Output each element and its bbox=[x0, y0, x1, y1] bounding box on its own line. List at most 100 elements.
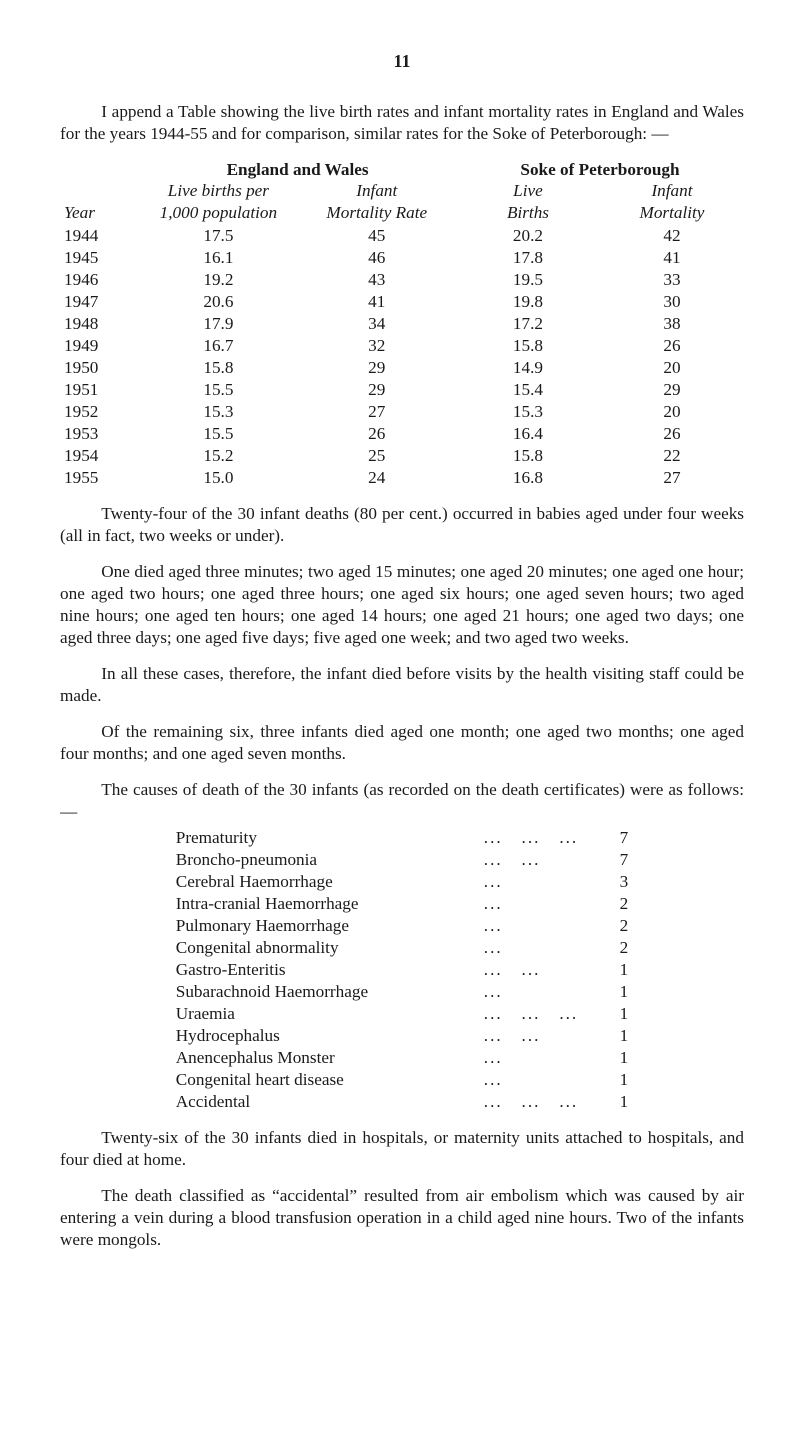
para-twenty-six-hospitals: Twenty-six of the 30 infants died in hos… bbox=[60, 1127, 744, 1171]
para-causes-intro: The causes of death of the 30 infants (a… bbox=[60, 779, 744, 823]
cell-infant-mortality-rate: 46 bbox=[298, 247, 456, 269]
cause-label: Broncho-pneumonia bbox=[172, 849, 480, 871]
cell-soke-live-births: 17.8 bbox=[456, 247, 600, 269]
cause-dots: ... bbox=[480, 893, 582, 915]
para-remaining-six: Of the remaining six, three infants died… bbox=[60, 721, 744, 765]
table-row: 195115.52915.429 bbox=[60, 379, 744, 401]
para-accidental: The death classified as “accidental” res… bbox=[60, 1185, 744, 1251]
causes-row: Congenital abnormality...2 bbox=[172, 937, 632, 959]
cause-dots: ... ... bbox=[480, 1025, 582, 1047]
cell-soke-infant-mortality: 30 bbox=[600, 291, 744, 313]
cause-label: Anencephalus Monster bbox=[172, 1047, 480, 1069]
cause-value: 1 bbox=[582, 1003, 632, 1025]
cause-value: 2 bbox=[582, 915, 632, 937]
page-number: 11 bbox=[60, 50, 744, 73]
cell-year: 1952 bbox=[60, 401, 139, 423]
cause-dots: ... ... ... bbox=[480, 1091, 582, 1113]
causes-row: Uraemia... ... ...1 bbox=[172, 1003, 632, 1025]
cell-year: 1953 bbox=[60, 423, 139, 445]
cell-soke-live-births: 19.5 bbox=[456, 269, 600, 291]
cell-infant-mortality-rate: 26 bbox=[298, 423, 456, 445]
causes-row: Congenital heart disease...1 bbox=[172, 1069, 632, 1091]
cause-label: Uraemia bbox=[172, 1003, 480, 1025]
table-row: 195015.82914.920 bbox=[60, 357, 744, 379]
cell-infant-mortality-rate: 29 bbox=[298, 379, 456, 401]
cell-live-births-per-1000: 15.5 bbox=[139, 423, 297, 445]
cause-dots: ... bbox=[480, 1069, 582, 1091]
cell-soke-infant-mortality: 20 bbox=[600, 401, 744, 423]
cell-infant-mortality-rate: 41 bbox=[298, 291, 456, 313]
head-year: Year bbox=[60, 203, 139, 225]
cell-soke-infant-mortality: 26 bbox=[600, 335, 744, 357]
cell-soke-infant-mortality: 38 bbox=[600, 313, 744, 335]
table-row: 195515.02416.827 bbox=[60, 467, 744, 489]
cause-value: 7 bbox=[582, 849, 632, 871]
head-live: Live bbox=[456, 181, 600, 203]
cause-dots: ... ... ... bbox=[480, 827, 582, 849]
cell-live-births-per-1000: 19.2 bbox=[139, 269, 297, 291]
cell-infant-mortality-rate: 24 bbox=[298, 467, 456, 489]
table-row: 195215.32715.320 bbox=[60, 401, 744, 423]
cause-value: 1 bbox=[582, 1047, 632, 1069]
cell-year: 1954 bbox=[60, 445, 139, 467]
cell-live-births-per-1000: 15.3 bbox=[139, 401, 297, 423]
table-row: 194619.24319.533 bbox=[60, 269, 744, 291]
cause-label: Cerebral Haemorrhage bbox=[172, 871, 480, 893]
cell-live-births-per-1000: 15.5 bbox=[139, 379, 297, 401]
cell-infant-mortality-rate: 29 bbox=[298, 357, 456, 379]
cause-label: Intra-cranial Haemorrhage bbox=[172, 893, 480, 915]
table-sub-header-row-1: Live births per Infant Live Infant bbox=[60, 181, 744, 203]
causes-row: Hydrocephalus... ...1 bbox=[172, 1025, 632, 1047]
cell-soke-live-births: 16.8 bbox=[456, 467, 600, 489]
table-row: 194916.73215.826 bbox=[60, 335, 744, 357]
cell-infant-mortality-rate: 34 bbox=[298, 313, 456, 335]
causes-of-death-table: Prematurity... ... ...7Broncho-pneumonia… bbox=[172, 827, 632, 1113]
cause-label: Congenital abnormality bbox=[172, 937, 480, 959]
cell-soke-live-births: 15.8 bbox=[456, 445, 600, 467]
cell-soke-infant-mortality: 26 bbox=[600, 423, 744, 445]
cause-value: 3 bbox=[582, 871, 632, 893]
cause-dots: ... ... bbox=[480, 959, 582, 981]
cell-live-births-per-1000: 20.6 bbox=[139, 291, 297, 313]
intro-paragraph: I append a Table showing the live birth … bbox=[60, 101, 744, 145]
cell-soke-live-births: 20.2 bbox=[456, 225, 600, 247]
document-page: 11 I append a Table showing the live bir… bbox=[0, 0, 800, 1434]
causes-row: Subarachnoid Haemorrhage...1 bbox=[172, 981, 632, 1003]
cell-infant-mortality-rate: 32 bbox=[298, 335, 456, 357]
cell-soke-live-births: 15.8 bbox=[456, 335, 600, 357]
cell-year: 1947 bbox=[60, 291, 139, 313]
cell-live-births-per-1000: 16.1 bbox=[139, 247, 297, 269]
cause-value: 1 bbox=[582, 1091, 632, 1113]
cell-soke-infant-mortality: 42 bbox=[600, 225, 744, 247]
birth-mortality-table: England and Wales Soke of Peterborough L… bbox=[60, 159, 744, 489]
causes-row: Pulmonary Haemorrhage...2 bbox=[172, 915, 632, 937]
cause-value: 1 bbox=[582, 1025, 632, 1047]
cell-infant-mortality-rate: 45 bbox=[298, 225, 456, 247]
cell-infant-mortality-rate: 25 bbox=[298, 445, 456, 467]
table-row: 194817.93417.238 bbox=[60, 313, 744, 335]
causes-row: Accidental... ... ...1 bbox=[172, 1091, 632, 1113]
cell-soke-live-births: 17.2 bbox=[456, 313, 600, 335]
causes-row: Intra-cranial Haemorrhage...2 bbox=[172, 893, 632, 915]
cause-dots: ... ... bbox=[480, 849, 582, 871]
causes-row: Gastro-Enteritis... ...1 bbox=[172, 959, 632, 981]
para-24-of-30: Twenty-four of the 30 infant deaths (80 … bbox=[60, 503, 744, 547]
para-before-visits: In all these cases, therefore, the infan… bbox=[60, 663, 744, 707]
cause-value: 7 bbox=[582, 827, 632, 849]
super-head-soke-peterborough: Soke of Peterborough bbox=[456, 159, 744, 181]
head-infant: Infant bbox=[298, 181, 456, 203]
cause-dots: ... bbox=[480, 1047, 582, 1069]
cell-soke-live-births: 19.8 bbox=[456, 291, 600, 313]
head-mortality: Mortality bbox=[600, 203, 744, 225]
cause-value: 1 bbox=[582, 959, 632, 981]
table-row: 195415.22515.822 bbox=[60, 445, 744, 467]
cause-label: Subarachnoid Haemorrhage bbox=[172, 981, 480, 1003]
table-row: 194417.54520.242 bbox=[60, 225, 744, 247]
cause-label: Congenital heart disease bbox=[172, 1069, 480, 1091]
cause-value: 1 bbox=[582, 981, 632, 1003]
cause-label: Accidental bbox=[172, 1091, 480, 1113]
cell-year: 1955 bbox=[60, 467, 139, 489]
cell-year: 1944 bbox=[60, 225, 139, 247]
cell-soke-live-births: 14.9 bbox=[456, 357, 600, 379]
table-row: 194720.64119.830 bbox=[60, 291, 744, 313]
